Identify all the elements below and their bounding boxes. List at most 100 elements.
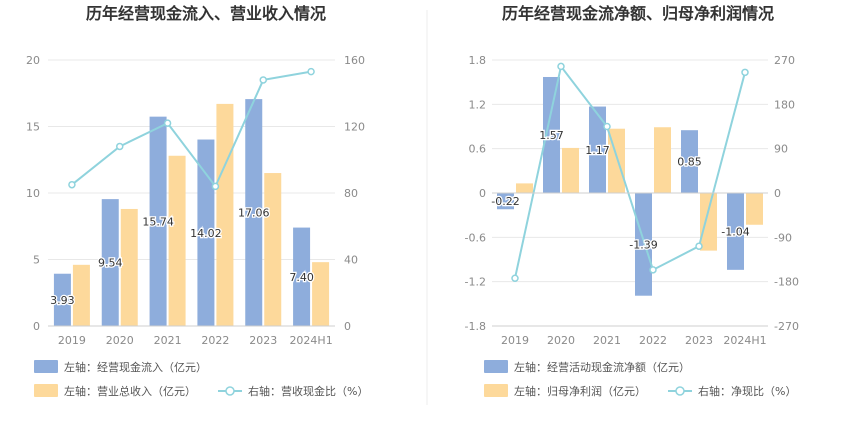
- bar-data-label: -1.39: [629, 238, 657, 251]
- legend-item[interactable]: 左轴：营业总收入（亿元）: [34, 384, 196, 398]
- line-point: [68, 180, 76, 189]
- right-tick-label: 270: [774, 54, 795, 67]
- right-tick-label: 40: [344, 254, 358, 267]
- legend-item[interactable]: 左轴：归母净利润（亿元）: [484, 384, 646, 398]
- left-y-axis: 0 5 10 15 20: [26, 54, 40, 333]
- bar-data-label: -0.22: [491, 195, 519, 208]
- line-point: [741, 68, 749, 77]
- line-point: [695, 242, 703, 250]
- x-tick-label: 2024H1: [723, 334, 766, 347]
- line-point: [307, 67, 315, 76]
- legend-label: 右轴：营收现金比（%）: [248, 384, 368, 398]
- left-tick-label: 0: [33, 320, 40, 333]
- bar-primary: [727, 193, 744, 270]
- left-y-axis: -1.8 -1.2 -0.6 0 0.6 1.2 1.8: [465, 54, 486, 333]
- legend-swatch-marker: [225, 386, 235, 396]
- bar-primary: [245, 99, 263, 327]
- chart-title: 历年经营现金流入、营业收入情况: [86, 4, 326, 23]
- bar-data-label: 14.02: [190, 227, 222, 240]
- bar-secondary: [264, 173, 282, 326]
- legend-item[interactable]: 右轴：净现比（%）: [668, 384, 796, 398]
- legend-item[interactable]: 右轴：营收现金比（%）: [218, 384, 368, 398]
- left-tick-label: -1.8: [465, 320, 486, 333]
- bar-primary: [681, 130, 698, 193]
- line-point: [603, 122, 611, 131]
- left-tick-label: 0: [479, 187, 486, 200]
- line-point: [649, 266, 657, 274]
- legend-label: 左轴：营业总收入（亿元）: [64, 384, 196, 398]
- bar-data-label: 1.17: [585, 144, 610, 157]
- x-tick-label: 2024H1: [289, 334, 332, 347]
- bar-secondary: [120, 208, 138, 326]
- x-tick-label: 2021: [593, 334, 621, 347]
- bars: [53, 99, 330, 327]
- x-tick-label: 2023: [249, 334, 277, 347]
- x-tick-label: 2019: [501, 334, 529, 347]
- bar-primary: [543, 76, 560, 193]
- left-tick-label: 1.2: [469, 98, 487, 111]
- bars: [497, 76, 763, 296]
- line-point: [511, 274, 519, 282]
- bar-data-label: 9.54: [98, 257, 123, 270]
- bar-secondary: [654, 127, 671, 193]
- legend-item[interactable]: 左轴：经营活动现金流净额（亿元）: [484, 360, 690, 374]
- right-tick-label: -270: [774, 320, 799, 333]
- legend[interactable]: 左轴：经营活动现金流净额（亿元） 左轴：归母净利润（亿元） 右轴：净现比（%）: [484, 360, 796, 398]
- left-tick-label: -0.6: [465, 231, 486, 244]
- right-y-axis: 0 40 80 120 160: [344, 54, 365, 333]
- chart-title: 历年经营现金流净额、归母净利润情况: [502, 4, 774, 23]
- bar-data-labels: 3.93 9.54 15.74 14.02 17.06 7.40: [49, 205, 315, 308]
- bar-secondary: [746, 193, 763, 225]
- legend-swatch: [484, 360, 508, 373]
- bar-data-label: 15.74: [142, 215, 174, 228]
- line-point: [116, 142, 124, 151]
- grid-lines: [48, 59, 335, 327]
- x-axis: 2019 2020 2021 2022 2023 2024H1: [492, 192, 768, 347]
- x-tick-label: 2022: [639, 334, 667, 347]
- bar-secondary: [168, 155, 186, 326]
- bar-primary: [149, 116, 167, 327]
- legend-swatch: [34, 384, 58, 397]
- bar-secondary: [216, 103, 234, 326]
- x-tick-label: 2023: [685, 334, 713, 347]
- x-axis: 2019 2020 2021 2022 2023 2024H1: [48, 325, 335, 347]
- legend-item[interactable]: 左轴：经营现金流入（亿元）: [34, 360, 207, 374]
- left-tick-label: -1.2: [465, 276, 486, 289]
- bar-data-labels: -0.22 1.57 1.17 -1.39 0.85 -1.04: [490, 128, 751, 253]
- right-tick-label: 120: [344, 121, 365, 134]
- legend-label: 左轴：归母净利润（亿元）: [514, 384, 646, 398]
- ratio-line: [511, 62, 749, 282]
- legend-label: 右轴：净现比（%）: [698, 384, 796, 398]
- right-tick-label: 0: [774, 187, 781, 200]
- net-cashflow-profit-chart: 历年经营现金流净额、归母净利润情况 -1.8 -1.2 -0.6 0 0.6 1.2 1.8…: [465, 4, 799, 398]
- right-y-axis: -270 -180 -90 0 90 180 270: [774, 54, 799, 333]
- left-tick-label: 1.8: [469, 54, 487, 67]
- right-tick-label: -90: [774, 231, 792, 244]
- line-point: [211, 182, 220, 191]
- right-tick-label: 160: [344, 54, 365, 67]
- x-tick-label: 2020: [106, 334, 134, 347]
- right-tick-label: -180: [774, 276, 799, 289]
- bar-primary: [589, 106, 606, 193]
- bar-secondary: [72, 264, 90, 326]
- x-tick-label: 2019: [58, 334, 86, 347]
- right-tick-label: 90: [774, 143, 788, 156]
- x-tick-label: 2021: [154, 334, 182, 347]
- legend-swatch: [484, 384, 508, 397]
- bar-data-label: 7.40: [289, 271, 314, 284]
- right-tick-label: 80: [344, 187, 358, 200]
- series-line: [71, 70, 312, 189]
- bar-data-label: 0.85: [677, 156, 702, 169]
- left-tick-label: 0.6: [469, 143, 487, 156]
- cash-inflow-revenue-chart: 历年经营现金流入、营业收入情况 0 5 10 15 20 0 40 80 120 160 3.9…: [26, 4, 368, 398]
- left-tick-label: 10: [26, 187, 40, 200]
- bar-primary: [197, 139, 215, 326]
- bar-primary: [497, 193, 514, 210]
- bar-secondary: [312, 262, 330, 326]
- line-point: [163, 119, 172, 127]
- left-tick-label: 20: [26, 54, 40, 67]
- legend[interactable]: 左轴：经营现金流入（亿元） 左轴：营业总收入（亿元） 右轴：营收现金比（%）: [34, 360, 368, 398]
- right-tick-label: 0: [344, 320, 351, 333]
- line-point: [557, 62, 565, 71]
